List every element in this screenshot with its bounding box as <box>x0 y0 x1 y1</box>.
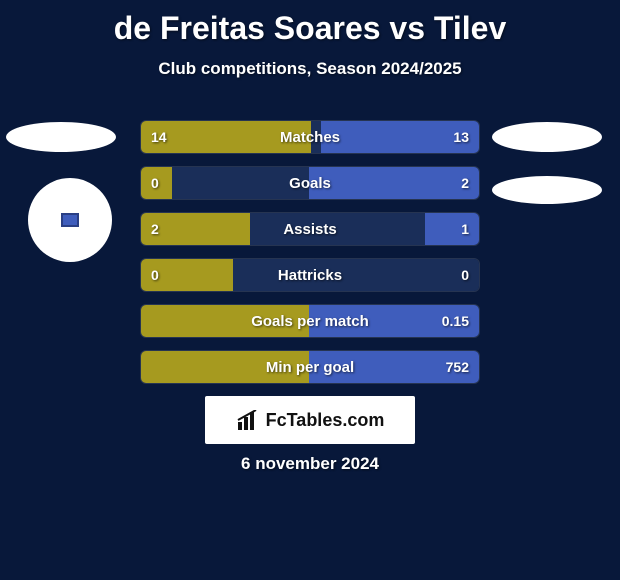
stat-row: 21Assists <box>140 212 480 246</box>
bar-fill-right <box>321 121 479 153</box>
page-subtitle: Club competitions, Season 2024/2025 <box>0 59 620 79</box>
stat-row: 00Hattricks <box>140 258 480 292</box>
date-text: 6 november 2024 <box>0 454 620 474</box>
stat-row: 1413Matches <box>140 120 480 154</box>
decorative-ellipse <box>492 176 602 204</box>
attribution-logo: FcTables.com <box>205 396 415 444</box>
bar-fill-left <box>141 351 311 383</box>
bar-fill-left <box>141 121 311 153</box>
bar-fill-left <box>141 213 250 245</box>
stat-row: 0.15Goals per match <box>140 304 480 338</box>
stat-bars: 1413Matches 02Goals 21Assists 00Hattricks 0.… <box>140 120 480 396</box>
bar-fill-right <box>425 213 479 245</box>
stat-row: 752Min per goal <box>140 350 480 384</box>
decorative-circle <box>28 178 112 262</box>
bar-fill-left <box>141 259 233 291</box>
bar-bg-right <box>310 259 479 291</box>
bar-fill-right <box>309 351 479 383</box>
bar-fill-left <box>141 305 311 337</box>
decorative-ellipse <box>6 122 116 152</box>
bar-fill-right <box>309 167 479 199</box>
decorative-ellipse <box>492 122 602 152</box>
decorative-shape <box>61 213 79 227</box>
page-title: de Freitas Soares vs Tilev <box>0 0 620 47</box>
bar-fill-right <box>309 305 479 337</box>
chart-icon <box>236 410 260 430</box>
attribution-text: FcTables.com <box>266 410 385 431</box>
bar-fill-left <box>141 167 172 199</box>
stat-row: 02Goals <box>140 166 480 200</box>
